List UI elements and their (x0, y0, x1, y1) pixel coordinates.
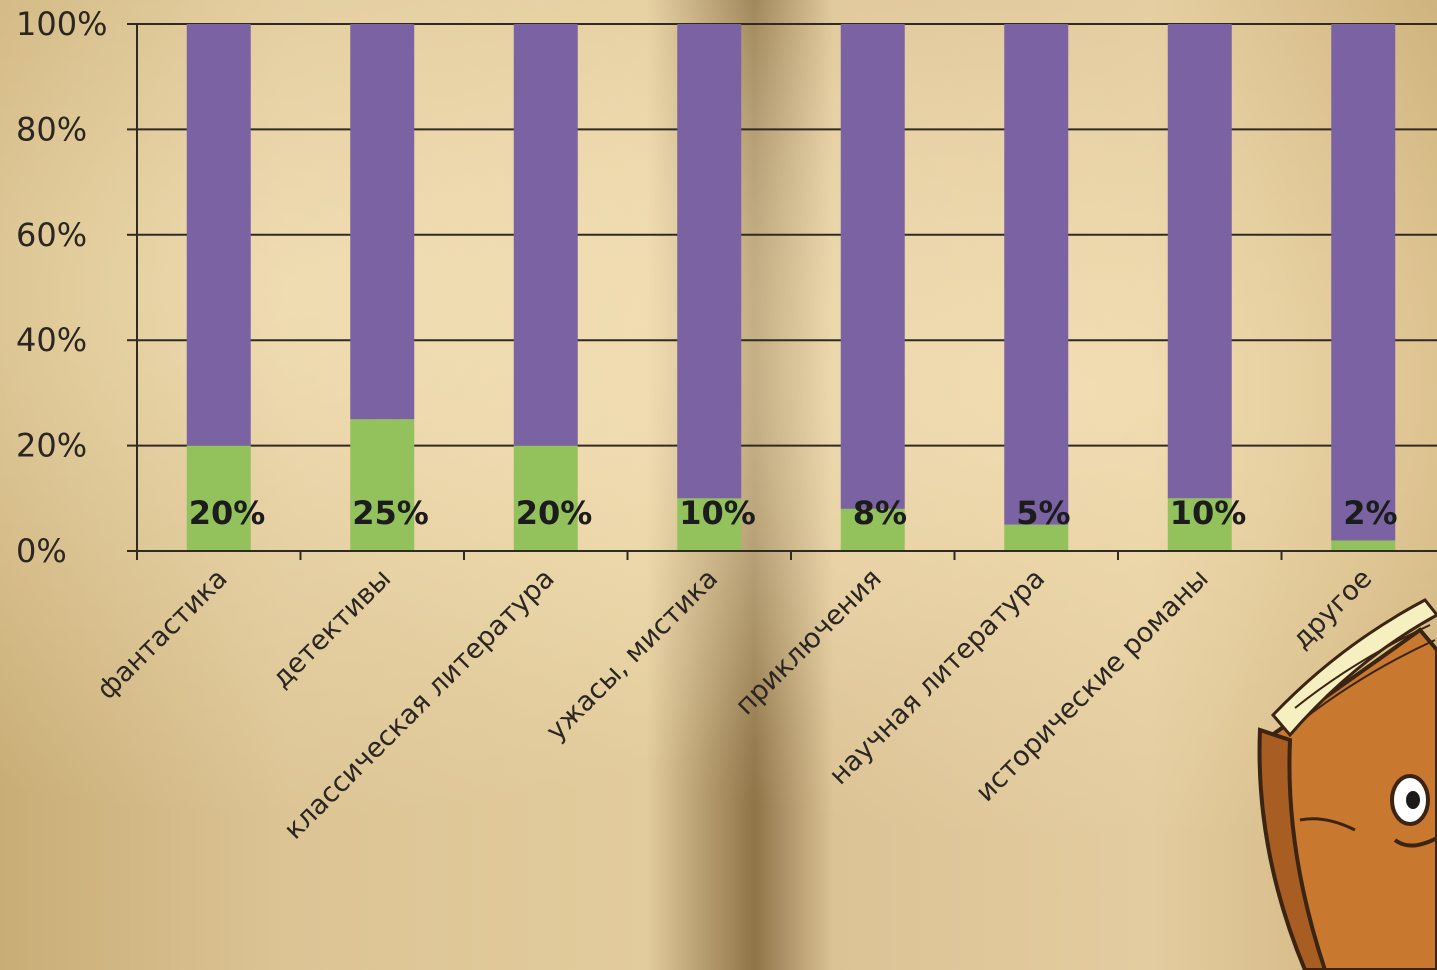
data-label: 10% (679, 494, 756, 532)
x-tick-label: ужасы, мистика (540, 563, 724, 747)
y-axis: 0% 20% 40% 60% 80% 100% (16, 5, 138, 570)
bar-purple-segment (1004, 24, 1069, 525)
y-tick-label: 0% (16, 532, 67, 570)
bar-purple-segment (1331, 24, 1396, 541)
y-tick-label: 100% (16, 5, 107, 43)
bar-green-segment (1004, 524, 1069, 551)
bar-purple-segment (186, 24, 251, 446)
bar-purple-segment (513, 24, 578, 446)
data-label: 20% (516, 494, 593, 532)
book-character-icon (1257, 598, 1437, 970)
x-tick-label: детективы (266, 563, 397, 694)
x-tick-label: фантастика (91, 563, 234, 706)
data-label: 8% (853, 494, 907, 532)
y-tick-label: 80% (16, 110, 87, 148)
x-tick-label: классическая литература (278, 563, 561, 846)
gridlines (137, 23, 1437, 552)
bar-purple-segment (840, 24, 905, 509)
bar-purple-segment (350, 24, 415, 420)
data-labels: 20% 25% 20% 10% 8% 5% 10% 2% (189, 494, 1398, 532)
bar-purple-segment (677, 24, 742, 499)
bar-green-segment (840, 508, 905, 551)
bars (186, 24, 1396, 551)
data-label: 2% (1343, 494, 1397, 532)
bar-green-segment (1331, 540, 1396, 551)
x-tick-label: приключения (730, 563, 888, 721)
y-tick-label: 60% (16, 216, 87, 254)
bar-green-segment (186, 445, 251, 551)
bar-green-segment (513, 445, 578, 551)
data-label: 10% (1170, 494, 1247, 532)
data-label: 5% (1016, 494, 1070, 532)
y-tick-label: 40% (16, 321, 87, 359)
data-label: 20% (189, 494, 266, 532)
y-tick-label: 20% (16, 427, 87, 465)
bar-purple-segment (1167, 24, 1232, 499)
data-label: 25% (352, 494, 429, 532)
bar-green-segment (1167, 498, 1232, 551)
bar-green-segment (677, 498, 742, 551)
bar-green-segment (350, 419, 415, 551)
